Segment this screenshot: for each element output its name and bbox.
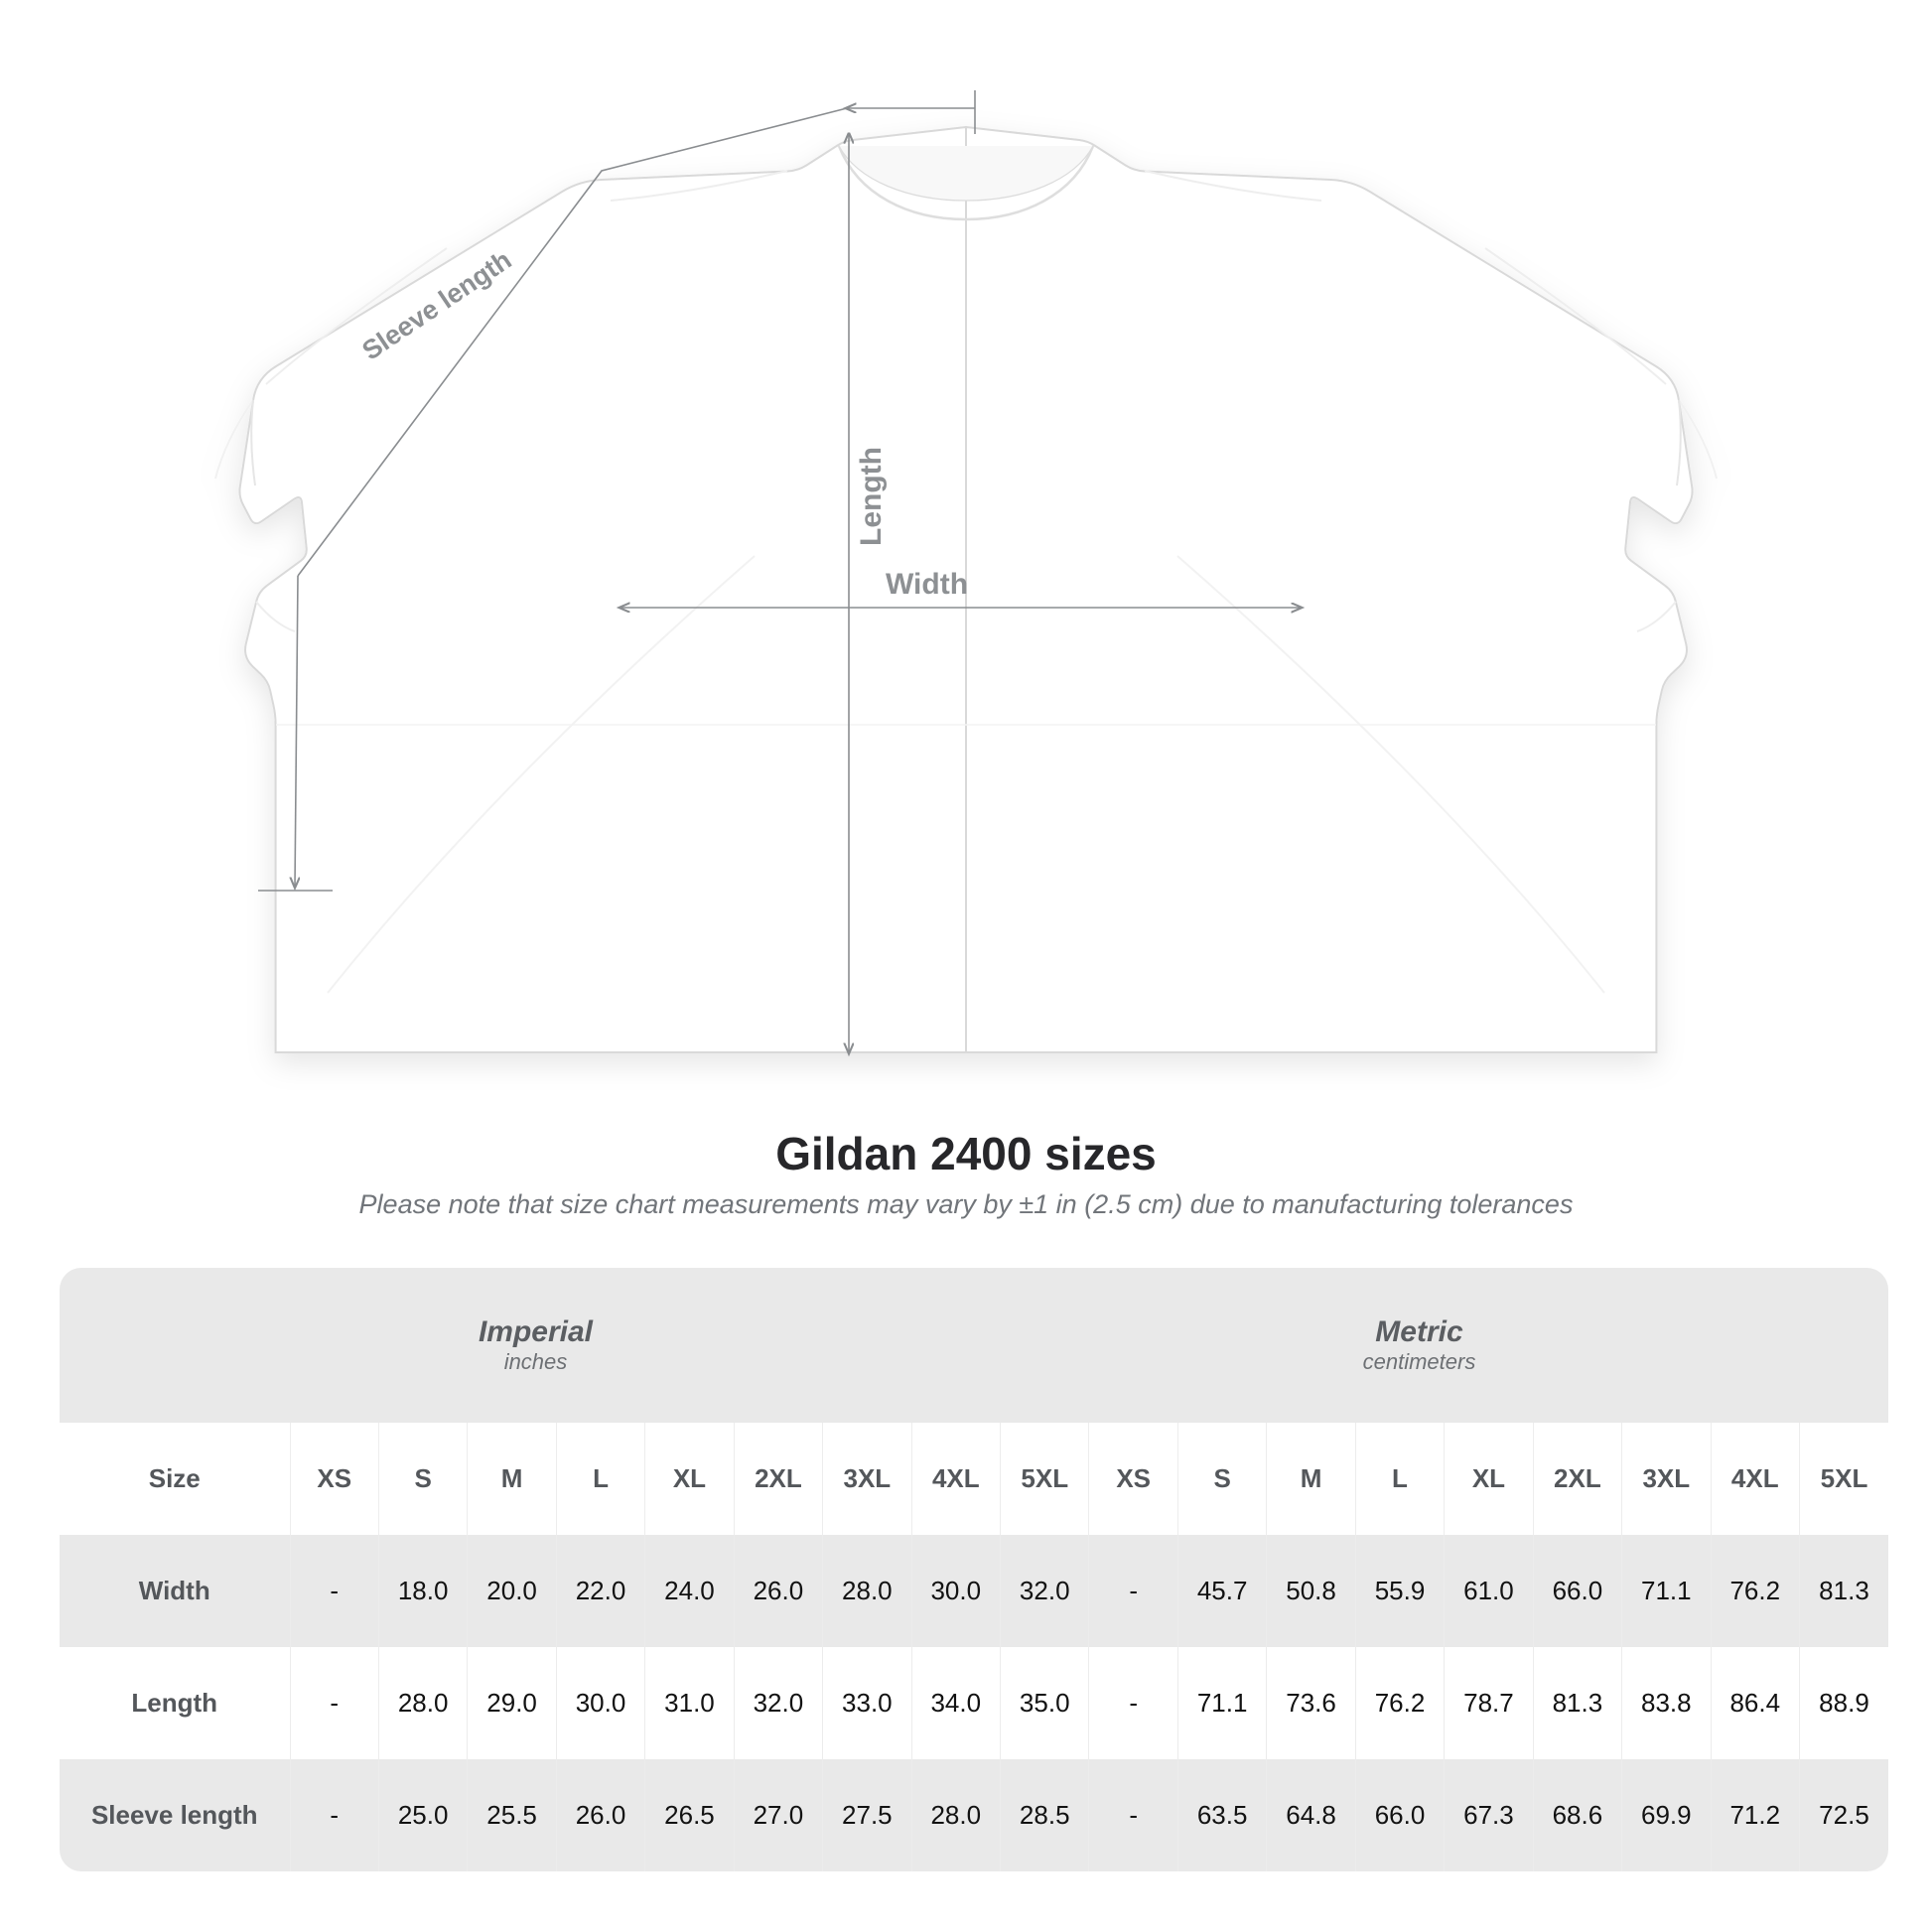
svg-text:Width: Width bbox=[886, 568, 968, 601]
svg-text:Length: Length bbox=[855, 447, 888, 546]
svg-text:Sleeve length: Sleeve length bbox=[356, 244, 516, 365]
